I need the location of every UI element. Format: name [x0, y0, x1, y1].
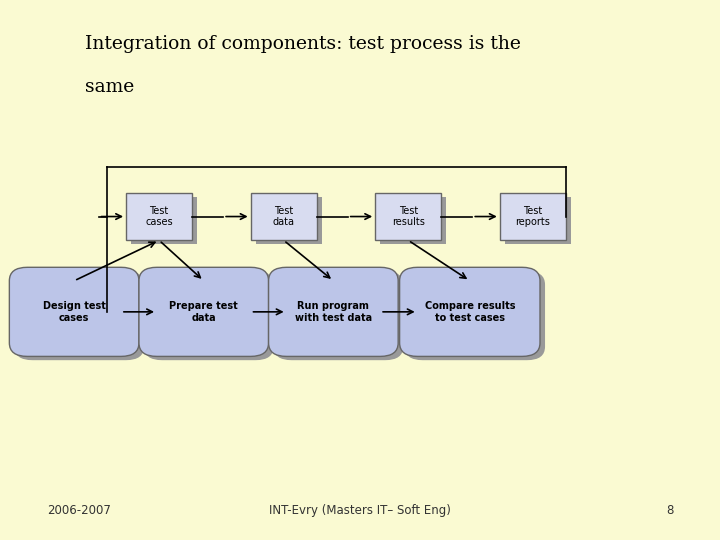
- FancyBboxPatch shape: [375, 193, 441, 240]
- FancyBboxPatch shape: [131, 197, 197, 244]
- Text: INT-Evry (Masters IT– Soft Eng): INT-Evry (Masters IT– Soft Eng): [269, 504, 451, 517]
- Text: Prepare test
data: Prepare test data: [169, 301, 238, 322]
- Text: same: same: [85, 78, 134, 96]
- FancyBboxPatch shape: [269, 267, 398, 356]
- FancyBboxPatch shape: [144, 271, 274, 360]
- Text: Test
data: Test data: [273, 206, 294, 227]
- FancyBboxPatch shape: [500, 193, 566, 240]
- FancyBboxPatch shape: [256, 197, 322, 244]
- Text: Test
reports: Test reports: [516, 206, 550, 227]
- Text: Run program
with test data: Run program with test data: [294, 301, 372, 322]
- FancyBboxPatch shape: [400, 267, 540, 356]
- FancyBboxPatch shape: [505, 197, 571, 244]
- Text: Compare results
to test cases: Compare results to test cases: [425, 301, 515, 322]
- FancyBboxPatch shape: [251, 193, 317, 240]
- FancyBboxPatch shape: [405, 271, 545, 360]
- Text: Test
results: Test results: [392, 206, 425, 227]
- FancyBboxPatch shape: [126, 193, 192, 240]
- FancyBboxPatch shape: [14, 271, 144, 360]
- FancyBboxPatch shape: [9, 267, 139, 356]
- Text: Design test
cases: Design test cases: [42, 301, 106, 322]
- Text: Integration of components: test process is the: Integration of components: test process …: [85, 35, 521, 53]
- Text: 2006-2007: 2006-2007: [47, 504, 111, 517]
- Text: Test
cases: Test cases: [145, 206, 173, 227]
- Text: 8: 8: [666, 504, 673, 517]
- FancyBboxPatch shape: [380, 197, 446, 244]
- FancyBboxPatch shape: [139, 267, 269, 356]
- FancyBboxPatch shape: [274, 271, 403, 360]
